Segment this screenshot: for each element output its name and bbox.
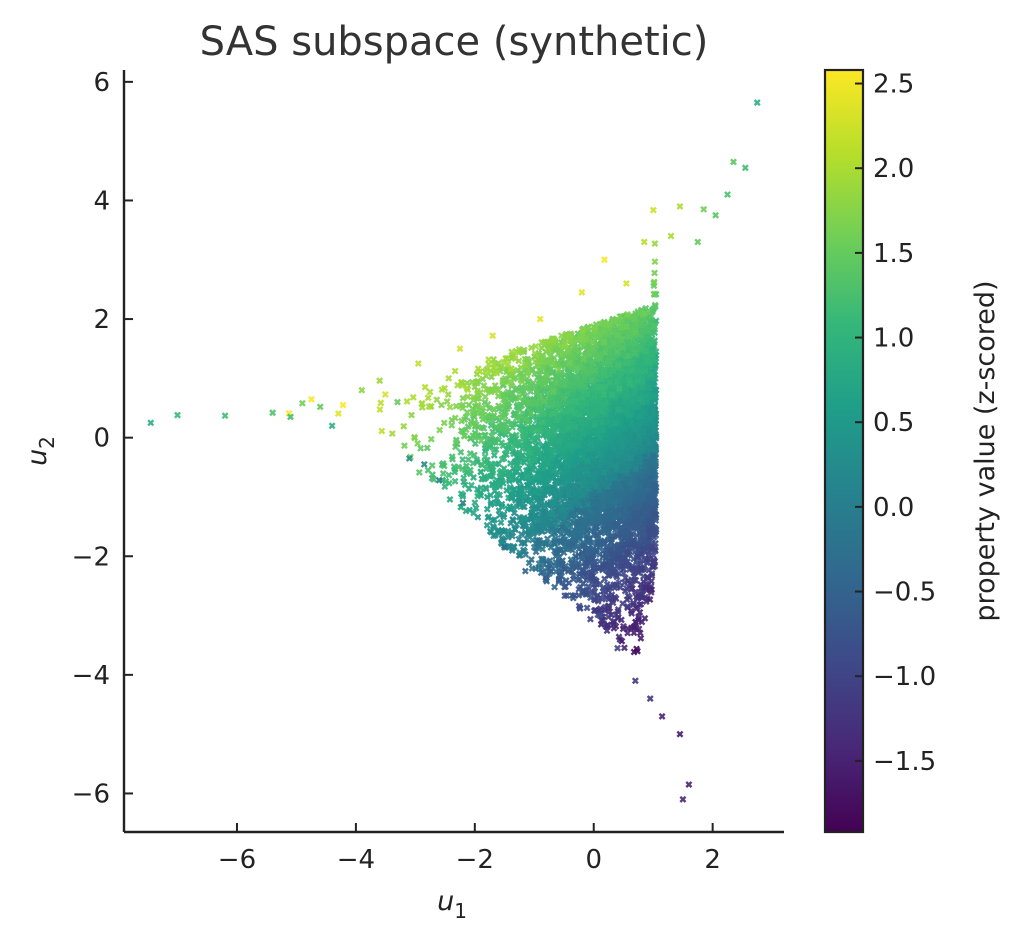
scatter-point — [604, 483, 611, 491]
scatter-point — [460, 474, 468, 482]
scatter-point — [548, 525, 555, 533]
scatter-point — [517, 530, 525, 538]
scatter-point — [555, 512, 563, 519]
scatter-point — [601, 575, 609, 583]
scatter-point — [571, 497, 579, 505]
scatter-point — [584, 501, 592, 508]
scatter-point — [569, 511, 577, 518]
scatter-points — [147, 99, 761, 803]
scatter-point — [636, 458, 644, 466]
scatter-point — [566, 502, 574, 510]
scatter-point — [632, 465, 639, 473]
scatter-point — [623, 466, 631, 474]
scatter-point — [516, 549, 524, 557]
scatter-point — [483, 505, 491, 513]
scatter-point — [535, 542, 543, 550]
scatter-point — [446, 496, 454, 503]
scatter-point — [604, 489, 612, 497]
scatter-point — [515, 535, 523, 543]
scatter-point — [569, 519, 577, 526]
scatter-point — [472, 504, 480, 512]
scatter-point — [547, 515, 555, 523]
scatter-point — [621, 481, 629, 489]
scatter-point — [583, 604, 591, 612]
scatter-point — [499, 528, 507, 535]
scatter-point — [523, 535, 531, 543]
scatter-point — [540, 524, 547, 532]
scatter-point — [536, 536, 544, 544]
scatter-point — [530, 543, 538, 551]
scatter-point — [497, 519, 505, 527]
scatter-point — [551, 583, 559, 591]
scatter-point — [490, 451, 498, 459]
scatter-point — [604, 494, 612, 502]
scatter-point — [650, 446, 658, 453]
scatter-point — [553, 521, 561, 529]
chart-title: SAS subspace (synthetic) — [200, 19, 709, 65]
scatter-point — [543, 535, 551, 543]
scatter-point — [530, 518, 538, 526]
scatter-point — [522, 551, 530, 559]
scatter-point — [477, 468, 485, 476]
scatter-point — [587, 494, 595, 502]
scatter-point — [511, 525, 519, 533]
scatter-point — [649, 434, 657, 442]
scatter-point — [552, 535, 560, 542]
scatter-point — [612, 495, 619, 503]
scatter-point — [611, 480, 619, 488]
scatter-point — [483, 521, 491, 529]
scatter-point — [617, 473, 625, 480]
scatter-point — [471, 499, 479, 507]
scatter-point — [542, 540, 550, 547]
scatter-point — [652, 454, 660, 462]
